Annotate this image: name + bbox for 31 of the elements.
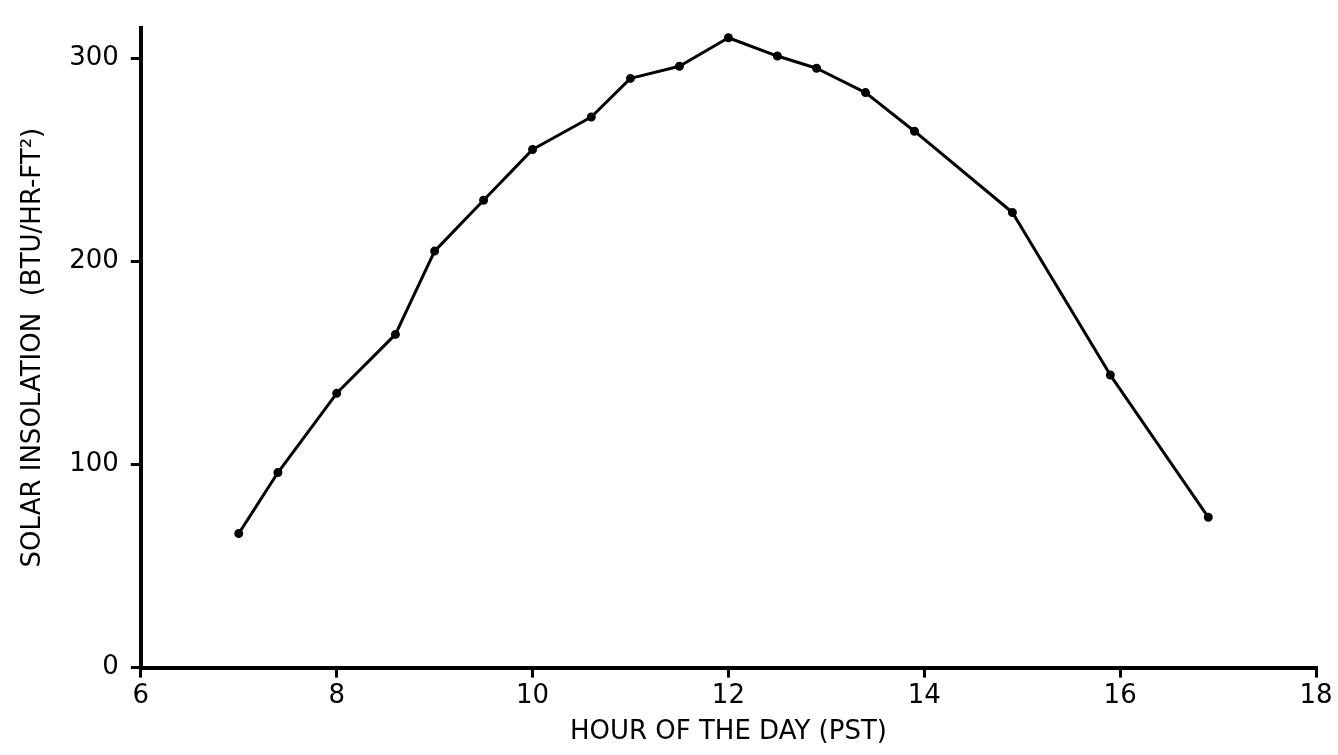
x-tick-label: 18 [1299,678,1333,709]
point [772,51,782,61]
point [723,33,733,43]
y-tick-label: 100 [69,447,119,478]
point [332,388,342,398]
point [430,246,440,256]
point [909,126,919,136]
y-tick-label: 300 [69,40,119,71]
y-axis-title: SOLAR INSOLATION (BTU/HR-FT²) [16,127,47,568]
point [1105,370,1115,380]
point [674,61,684,71]
point [234,529,244,539]
point [812,63,822,73]
x-tick-label: 16 [1103,678,1137,709]
x-tick-label: 10 [516,678,550,709]
x-tick-label: 14 [907,678,941,709]
point [1007,207,1017,217]
y-tick-label: 200 [69,244,119,274]
point [1203,512,1213,522]
point [861,88,871,98]
point [586,112,596,122]
x-tick-label: 8 [328,678,345,709]
x-axis-title: HOUR OF THE DAY (PST) [569,715,887,746]
x-tick-label: 6 [132,678,150,709]
point [390,329,400,339]
x-tick-label: 12 [711,678,745,709]
point [625,73,635,83]
y-tick-label: 0 [102,650,119,681]
point [273,468,283,478]
point [528,145,538,155]
point [479,195,489,205]
